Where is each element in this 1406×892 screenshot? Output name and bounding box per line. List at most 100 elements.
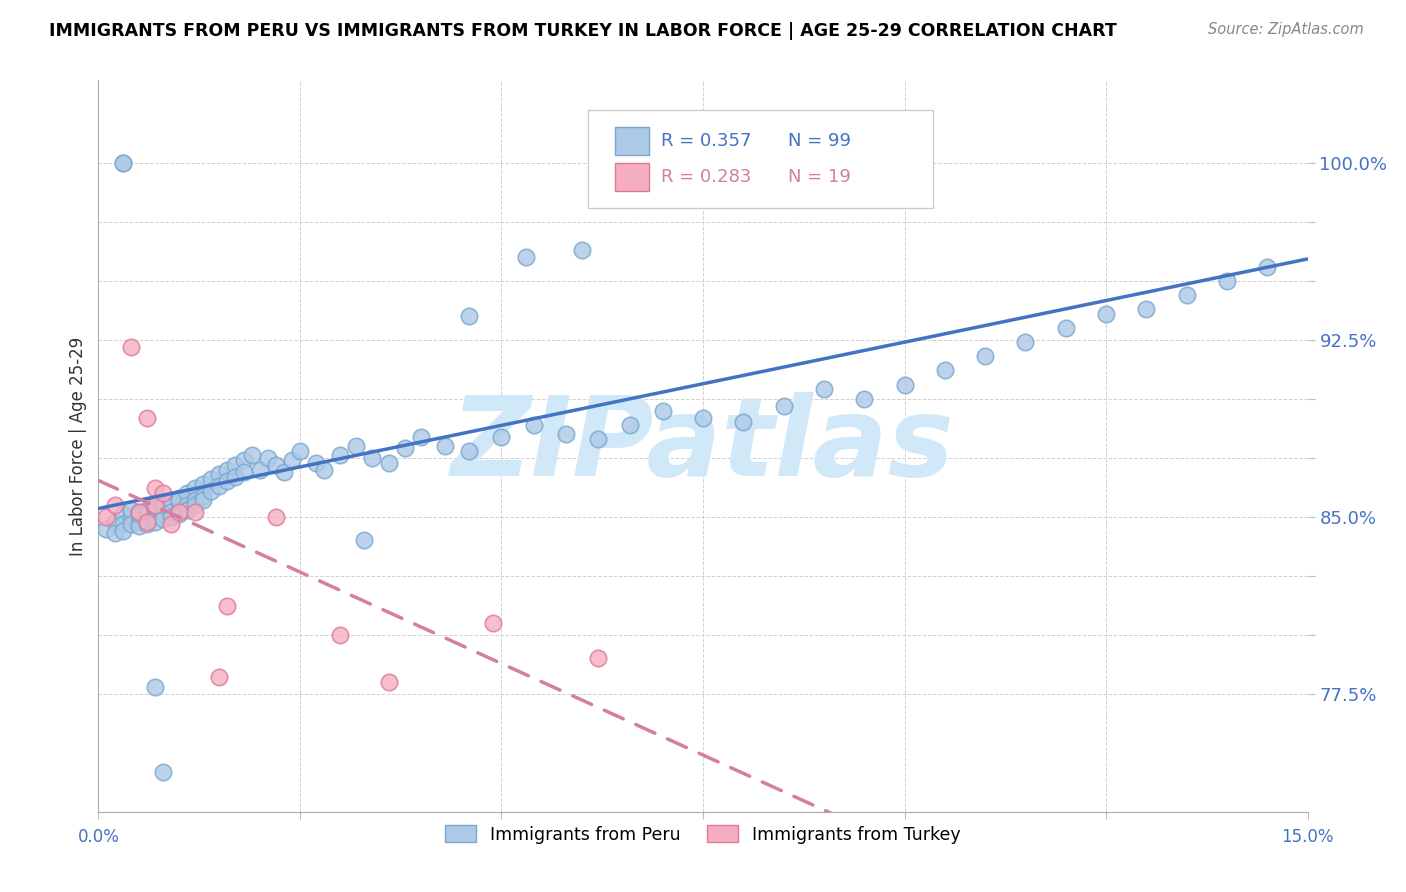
Point xyxy=(893,377,915,392)
Point xyxy=(1256,260,1278,274)
Point xyxy=(193,476,215,491)
Point xyxy=(281,453,304,467)
Point xyxy=(458,443,481,458)
Point xyxy=(288,443,311,458)
Point xyxy=(143,498,166,512)
Point xyxy=(143,680,166,694)
Point xyxy=(1014,335,1036,350)
Text: R = 0.357: R = 0.357 xyxy=(661,132,751,150)
Text: ZIPatlas: ZIPatlas xyxy=(451,392,955,500)
Point xyxy=(377,456,399,470)
Point xyxy=(208,467,231,482)
Point xyxy=(612,156,634,170)
Point xyxy=(176,502,198,516)
Point xyxy=(193,493,215,508)
Point xyxy=(120,516,142,531)
Point xyxy=(515,250,537,264)
Point xyxy=(135,515,157,529)
Point xyxy=(1095,307,1118,321)
Point xyxy=(103,515,125,529)
Point xyxy=(314,462,336,476)
Point xyxy=(853,392,876,406)
Point xyxy=(256,450,278,465)
Point xyxy=(96,509,118,524)
Point xyxy=(249,462,271,476)
FancyBboxPatch shape xyxy=(614,127,648,154)
Point xyxy=(692,410,714,425)
Point xyxy=(482,615,505,630)
Legend: Immigrants from Peru, Immigrants from Turkey: Immigrants from Peru, Immigrants from Tu… xyxy=(439,819,967,851)
Text: 0.0%: 0.0% xyxy=(77,829,120,847)
Point xyxy=(1175,288,1198,302)
Point xyxy=(571,243,593,257)
Point xyxy=(377,675,399,690)
Point xyxy=(1135,302,1157,317)
Point xyxy=(612,156,634,170)
Point xyxy=(143,509,166,524)
Point xyxy=(152,764,174,779)
Point xyxy=(1054,321,1077,335)
Point xyxy=(184,498,207,512)
Point xyxy=(619,417,641,432)
Text: Source: ZipAtlas.com: Source: ZipAtlas.com xyxy=(1208,22,1364,37)
Point xyxy=(200,472,222,486)
Point xyxy=(555,427,578,442)
Point xyxy=(128,508,150,522)
Point xyxy=(152,498,174,512)
Point xyxy=(264,458,287,472)
Point xyxy=(152,495,174,509)
Point xyxy=(120,340,142,354)
Point xyxy=(143,515,166,529)
Point xyxy=(135,505,157,519)
Point xyxy=(208,670,231,684)
Point xyxy=(167,505,190,519)
Point xyxy=(733,416,755,430)
Point xyxy=(120,502,142,516)
Point xyxy=(224,469,246,483)
Point xyxy=(200,483,222,498)
Point xyxy=(240,449,263,463)
Point xyxy=(167,493,190,508)
Point xyxy=(160,505,183,519)
Text: N = 19: N = 19 xyxy=(787,168,851,186)
Point xyxy=(361,450,384,465)
Point xyxy=(120,509,142,524)
Point xyxy=(176,486,198,500)
Point xyxy=(160,493,183,508)
Point xyxy=(273,465,295,479)
Point xyxy=(111,516,134,531)
Point xyxy=(329,449,352,463)
Point xyxy=(176,498,198,512)
Point xyxy=(103,498,125,512)
Point xyxy=(143,498,166,512)
Point xyxy=(167,491,190,505)
Point xyxy=(586,432,609,446)
Point xyxy=(217,475,239,489)
Point xyxy=(152,512,174,526)
Point xyxy=(135,410,157,425)
Point xyxy=(128,519,150,533)
Point xyxy=(167,508,190,522)
Point xyxy=(184,505,207,519)
Text: R = 0.283: R = 0.283 xyxy=(661,168,751,186)
FancyBboxPatch shape xyxy=(588,110,932,209)
Text: N = 99: N = 99 xyxy=(787,132,851,150)
Point xyxy=(523,417,546,432)
Point xyxy=(224,458,246,472)
Point xyxy=(344,439,367,453)
Point xyxy=(152,508,174,522)
Point xyxy=(135,512,157,526)
Text: IMMIGRANTS FROM PERU VS IMMIGRANTS FROM TURKEY IN LABOR FORCE | AGE 25-29 CORREL: IMMIGRANTS FROM PERU VS IMMIGRANTS FROM … xyxy=(49,22,1116,40)
Text: 15.0%: 15.0% xyxy=(1281,829,1334,847)
Point xyxy=(305,456,328,470)
Point xyxy=(934,363,956,377)
Point xyxy=(491,429,513,443)
Point xyxy=(160,509,183,524)
Point xyxy=(329,628,352,642)
Point xyxy=(143,482,166,496)
Point xyxy=(193,489,215,503)
Point xyxy=(184,493,207,508)
Point xyxy=(96,522,118,536)
Point xyxy=(264,509,287,524)
Point xyxy=(143,500,166,515)
